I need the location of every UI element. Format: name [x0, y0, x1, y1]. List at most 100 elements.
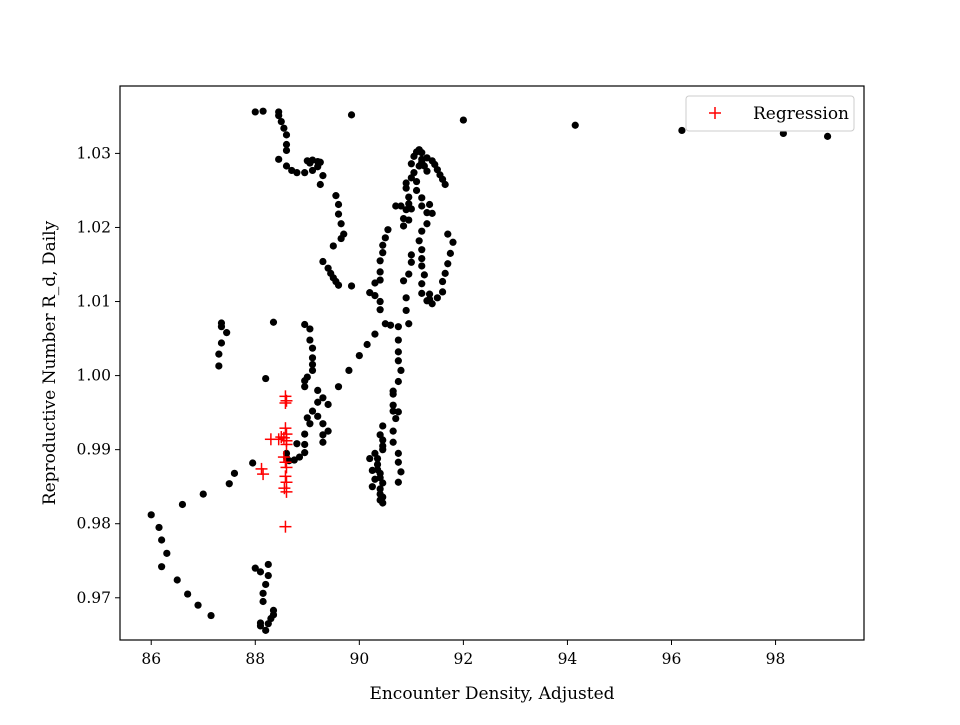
data-point — [397, 468, 405, 476]
data-point — [301, 320, 309, 329]
data-point — [366, 454, 374, 463]
x-axis-label: Encounter Density, Adjusted — [369, 684, 614, 704]
data-point — [402, 179, 410, 187]
data-point — [394, 377, 402, 386]
regression-point — [279, 422, 292, 435]
legend-box — [685, 95, 855, 132]
data-point — [223, 329, 231, 337]
x-tick-label: 96 — [662, 650, 682, 668]
data-point — [308, 407, 317, 415]
data-point — [308, 354, 317, 362]
x-tick-label: 90 — [349, 650, 369, 668]
data-point — [389, 438, 397, 446]
data-point — [389, 427, 397, 435]
regression-point — [279, 470, 292, 483]
data-point — [337, 234, 345, 243]
data-point — [158, 536, 166, 544]
data-point — [217, 323, 226, 331]
data-point — [376, 268, 384, 276]
data-point — [264, 620, 272, 628]
y-tick-label: 1.02 — [76, 218, 111, 236]
data-point — [418, 254, 426, 263]
y-axis: 0.97 0.98 0.99 1.00 1.01 1.02 1.03 — [76, 144, 120, 607]
data-point — [405, 320, 413, 328]
data-point — [379, 493, 387, 501]
data-point — [308, 166, 317, 175]
data-point — [407, 160, 415, 168]
data-point — [415, 162, 423, 170]
legend-plus-marker — [709, 107, 721, 119]
x-tick-label: 88 — [245, 650, 265, 668]
data-point — [433, 294, 441, 302]
data-point — [301, 169, 309, 177]
data-point — [301, 383, 309, 391]
regression-point — [277, 451, 290, 464]
legend-label-regression: Regression — [753, 104, 849, 124]
data-point — [308, 344, 317, 352]
data-point — [306, 420, 314, 428]
data-point — [412, 186, 421, 195]
data-point — [394, 478, 402, 486]
data-point — [347, 282, 356, 290]
data-point — [319, 420, 327, 428]
data-point — [386, 321, 395, 329]
data-point — [184, 590, 192, 598]
data-point — [392, 414, 400, 423]
data-point — [368, 483, 376, 491]
data-point — [301, 440, 309, 449]
y-tick-label: 0.97 — [76, 589, 111, 607]
x-tick-label: 98 — [766, 650, 786, 668]
data-point — [345, 366, 353, 375]
data-point — [418, 149, 426, 157]
data-point — [376, 257, 384, 265]
data-point — [405, 200, 413, 208]
data-point — [384, 226, 392, 234]
data-point — [379, 499, 387, 507]
data-point — [449, 238, 457, 246]
data-point — [262, 580, 270, 589]
data-point — [418, 280, 426, 288]
data-point — [249, 459, 257, 467]
data-point — [779, 129, 787, 138]
data-point — [155, 523, 163, 532]
data-point — [282, 131, 291, 139]
data-point — [316, 180, 324, 189]
regression-point — [280, 438, 293, 451]
data-point — [459, 116, 467, 124]
data-point — [319, 394, 327, 402]
data-point — [418, 194, 426, 202]
data-point — [371, 475, 379, 483]
x-axis: 86 88 90 92 94 96 98 — [141, 640, 785, 668]
legend: Regression — [685, 95, 855, 132]
data-point — [319, 257, 327, 266]
data-point — [420, 271, 428, 279]
x-tick-label: 92 — [454, 650, 474, 668]
data-point — [425, 290, 434, 298]
regression-point — [279, 520, 292, 533]
data-point — [373, 460, 382, 469]
data-point — [163, 549, 171, 557]
data-point — [275, 112, 283, 120]
data-point — [407, 258, 415, 266]
data-point — [371, 449, 379, 457]
data-point — [282, 146, 291, 155]
data-point — [277, 117, 285, 126]
data-point — [334, 200, 343, 209]
regression-points — [255, 390, 293, 533]
data-point — [418, 246, 426, 254]
data-point — [215, 350, 223, 358]
data-point — [379, 249, 387, 257]
data-points — [147, 107, 832, 634]
data-point — [282, 449, 291, 457]
data-point — [389, 387, 397, 395]
data-point — [394, 323, 402, 331]
data-point — [329, 242, 337, 250]
data-point — [678, 126, 686, 135]
data-point — [376, 276, 384, 284]
data-point — [371, 292, 379, 300]
data-point — [438, 277, 447, 286]
data-point — [199, 490, 207, 498]
data-point — [207, 611, 215, 620]
